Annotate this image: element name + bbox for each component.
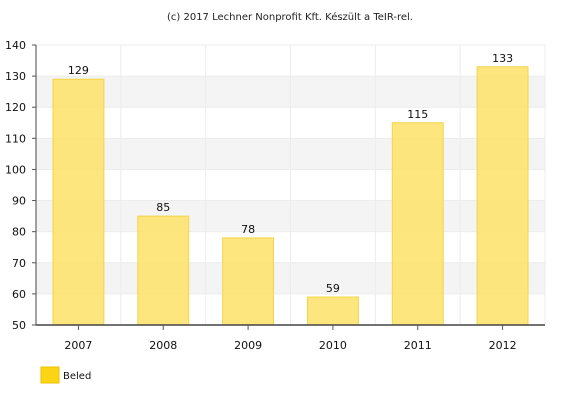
data-label-2011: 115 — [407, 108, 428, 121]
x-tick-label-2011: 2011 — [404, 339, 432, 352]
data-labels: 129 85 78 59 115 133 — [68, 52, 513, 295]
bar-2010[interactable] — [306, 296, 359, 326]
y-tick-label-50: 50 — [12, 319, 26, 332]
bar-2008[interactable] — [137, 215, 190, 326]
y-tick-label-90: 90 — [12, 195, 26, 208]
bar-series — [52, 66, 529, 326]
y-tick-label-130: 130 — [5, 70, 26, 83]
legend[interactable]: Beled — [40, 366, 91, 384]
x-tick-label-2009: 2009 — [234, 339, 262, 352]
y-tick-label-110: 110 — [5, 132, 26, 145]
legend-swatch-beled[interactable] — [40, 366, 60, 384]
y-axis-tick-labels: 50 60 70 80 90 100 110 120 130 140 — [5, 39, 36, 332]
y-tick-label-80: 80 — [12, 226, 26, 239]
bar-2009[interactable] — [222, 237, 275, 326]
y-tick-label-60: 60 — [12, 288, 26, 301]
x-tick-label-2012: 2012 — [489, 339, 517, 352]
y-tick-label-120: 120 — [5, 101, 26, 114]
data-label-2007: 129 — [68, 64, 89, 77]
axes — [35, 45, 545, 326]
data-label-2010: 59 — [326, 282, 340, 295]
y-tick-label-100: 100 — [5, 163, 26, 176]
bar-2012[interactable] — [476, 66, 529, 326]
x-tick-label-2010: 2010 — [319, 339, 347, 352]
y-tick-label-140: 140 — [5, 39, 26, 52]
y-tick-label-70: 70 — [12, 257, 26, 270]
data-label-2009: 78 — [241, 223, 255, 236]
x-tick-label-2008: 2008 — [149, 339, 177, 352]
x-axis-tick-labels: 2007 2008 2009 2010 2011 2012 — [64, 325, 517, 352]
bar-2011[interactable] — [391, 122, 444, 326]
bar-2007[interactable] — [52, 78, 105, 326]
chart-credit: (c) 2017 Lechner Nonprofit Kft. Készült … — [167, 11, 413, 23]
data-label-2012: 133 — [492, 52, 513, 65]
data-label-2008: 85 — [156, 201, 170, 214]
x-tick-label-2007: 2007 — [64, 339, 92, 352]
legend-label-beled[interactable]: Beled — [63, 371, 91, 382]
